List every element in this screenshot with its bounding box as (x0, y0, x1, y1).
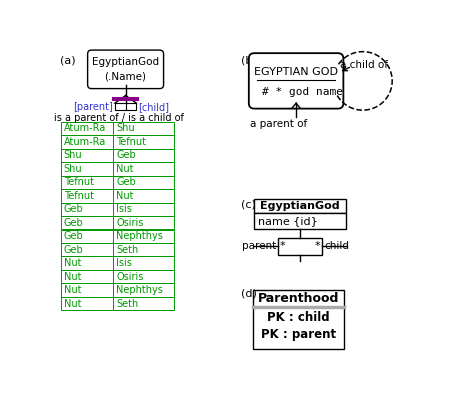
Text: Osiris: Osiris (116, 218, 144, 228)
Text: EGYPTIAN GOD: EGYPTIAN GOD (254, 67, 338, 77)
FancyBboxPatch shape (249, 53, 343, 109)
Text: PK : child: PK : child (267, 311, 330, 324)
Text: Atum-Ra: Atum-Ra (63, 137, 106, 147)
Text: Nut: Nut (116, 191, 134, 201)
Text: Seth: Seth (116, 245, 139, 255)
Bar (61, 229, 173, 243)
Bar (61, 297, 173, 310)
Text: Nut: Nut (63, 258, 81, 268)
Text: Tefnut: Tefnut (116, 137, 146, 147)
Bar (61, 216, 173, 229)
FancyBboxPatch shape (87, 50, 164, 89)
Text: Isis: Isis (116, 204, 132, 214)
Text: a child of: a child of (340, 60, 388, 70)
Bar (61, 189, 173, 203)
Bar (61, 203, 173, 216)
Text: (b): (b) (241, 55, 257, 65)
Text: [child]: [child] (138, 102, 169, 112)
Bar (61, 284, 173, 297)
Bar (61, 162, 173, 175)
Text: Seth: Seth (116, 299, 139, 309)
Bar (254, 199, 346, 213)
Text: EgyptianGod: EgyptianGod (260, 201, 340, 211)
Text: name {id}: name {id} (258, 216, 318, 226)
Text: Nephthys: Nephthys (116, 285, 163, 295)
Text: # * god name: # * god name (262, 87, 343, 97)
Text: Tefnut: Tefnut (63, 177, 94, 187)
Text: Geb: Geb (63, 218, 83, 228)
Text: child: child (324, 241, 349, 252)
Text: Shu: Shu (116, 123, 135, 134)
Text: parent: parent (242, 241, 276, 252)
Text: Tefnut: Tefnut (63, 191, 94, 201)
Bar (61, 149, 173, 162)
Text: *: * (280, 241, 285, 252)
Text: Nut: Nut (63, 299, 81, 309)
Text: Nut: Nut (63, 285, 81, 295)
Text: [parent]: [parent] (73, 102, 113, 112)
Text: Nut: Nut (63, 272, 81, 282)
Bar (61, 243, 173, 256)
Text: (c): (c) (241, 199, 256, 210)
Bar (115, 103, 136, 110)
Text: a parent of: a parent of (251, 119, 308, 129)
Bar (253, 307, 344, 349)
Bar (61, 135, 173, 149)
Bar (61, 122, 173, 135)
Text: Shu: Shu (63, 150, 82, 160)
Text: *: * (314, 241, 320, 252)
Text: Nephthys: Nephthys (116, 231, 163, 241)
Text: Osiris: Osiris (116, 272, 144, 282)
Text: is a parent of / is a child of: is a parent of / is a child of (54, 113, 184, 123)
Text: Parenthood: Parenthood (258, 291, 339, 305)
Text: Shu: Shu (63, 164, 82, 174)
Text: Geb: Geb (116, 177, 136, 187)
Text: EgyptianGod
(.Name): EgyptianGod (.Name) (92, 58, 159, 81)
Bar (278, 238, 323, 255)
Text: PK : parent: PK : parent (261, 328, 336, 341)
Bar (254, 213, 346, 229)
Bar (253, 290, 344, 307)
Text: (a): (a) (60, 55, 75, 65)
Text: Geb: Geb (63, 231, 83, 241)
Text: Geb: Geb (63, 204, 83, 214)
Text: Atum-Ra: Atum-Ra (63, 123, 106, 134)
Text: Geb: Geb (116, 150, 136, 160)
Bar (61, 175, 173, 189)
Bar (61, 256, 173, 270)
Bar (61, 270, 173, 284)
Text: Geb: Geb (63, 245, 83, 255)
Text: Nut: Nut (116, 164, 134, 174)
Text: (d): (d) (241, 288, 257, 298)
Text: Isis: Isis (116, 258, 132, 268)
